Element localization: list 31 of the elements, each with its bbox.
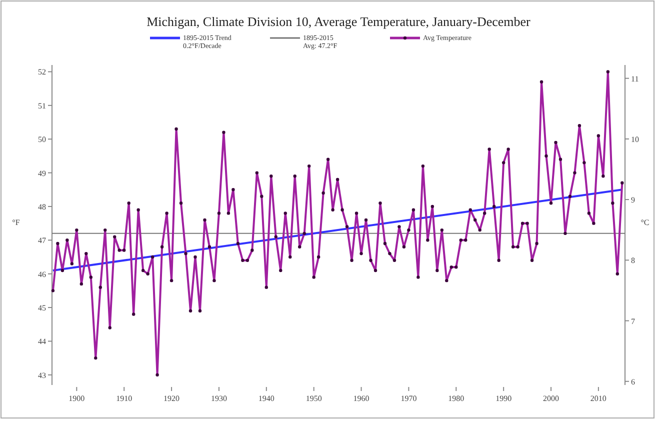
- y-tick-label: 51: [38, 101, 46, 110]
- y-tick-label: 50: [38, 135, 46, 144]
- y2-tick-label: 7: [631, 316, 635, 326]
- y2-tick-label: 10: [631, 134, 639, 144]
- y-tick-label: 45: [38, 304, 46, 313]
- x-tick-label: 1960: [353, 394, 370, 403]
- x-tick-label: 1980: [448, 394, 464, 403]
- y2-tick-label: 8: [631, 256, 635, 266]
- chart-title: Michigan, Climate Division 10, Average Temperature, January-December: [146, 14, 532, 29]
- y2-tick-label: 11: [631, 74, 639, 84]
- x-tick-label: 1970: [400, 394, 417, 403]
- x-tick-label: 1930: [210, 394, 227, 403]
- y2-axis-title: °C: [640, 218, 650, 227]
- y-tick-label: 43: [38, 370, 46, 380]
- y-tick-label: 48: [38, 202, 46, 212]
- y2-tick-label: 9: [631, 196, 635, 205]
- y-tick-label: 49: [38, 168, 46, 178]
- x-tick-label: 2000: [543, 394, 560, 403]
- x-tick-label: 1950: [306, 394, 322, 403]
- x-tick-label: 1940: [258, 394, 274, 403]
- y-tick-label: 47: [38, 236, 46, 246]
- y-tick-label: 52: [38, 68, 46, 77]
- y-tick-label: 46: [38, 270, 46, 279]
- y-axis-title: °F: [12, 218, 20, 227]
- y-tick-label: 44: [38, 337, 46, 346]
- x-tick-label: 1990: [496, 394, 512, 403]
- x-tick-label: 2010: [590, 394, 606, 403]
- x-tick-label: 1900: [68, 394, 85, 403]
- y2-tick-label: 6: [631, 377, 635, 386]
- x-tick-label: 1910: [116, 394, 132, 403]
- x-tick-label: 1920: [164, 394, 180, 403]
